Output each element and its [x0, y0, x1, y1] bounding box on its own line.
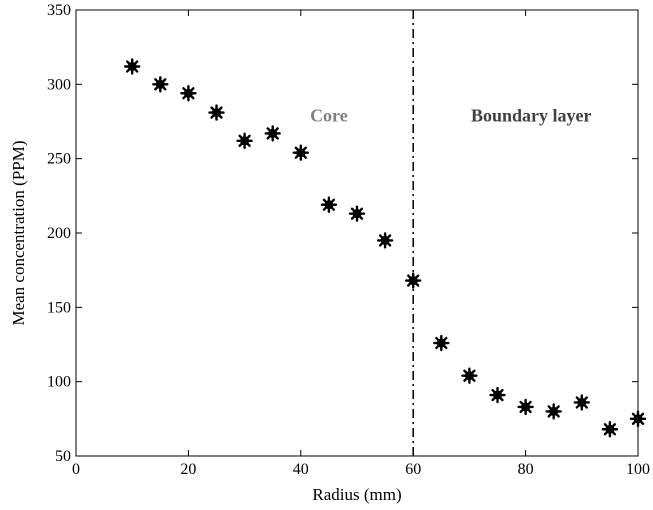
- data-point: [405, 272, 422, 289]
- boundary-layer-region-label: Boundary layer: [471, 106, 592, 126]
- x-tick-label: 100: [626, 461, 650, 478]
- data-point: [629, 410, 647, 428]
- x-axis-title: Radius (mm): [312, 485, 401, 504]
- x-tick-label: 0: [72, 461, 80, 478]
- data-point: [376, 232, 394, 249]
- y-tick-label: 150: [47, 299, 71, 316]
- data-point: [264, 125, 281, 142]
- data-point: [208, 104, 225, 121]
- y-axis-title: Mean concentration (PPM): [9, 140, 28, 325]
- y-tick-label: 200: [47, 225, 71, 242]
- data-point: [517, 398, 534, 416]
- data-point: [601, 421, 619, 438]
- core-region-label: Core: [310, 106, 348, 126]
- y-tick-label: 100: [47, 374, 71, 391]
- x-tick-labels: 0 20 40 60 80 100: [72, 461, 650, 478]
- data-point: [236, 132, 253, 150]
- data-point: [320, 196, 338, 213]
- y-tick-label: 50: [55, 448, 71, 465]
- x-tick-label: 60: [405, 461, 421, 478]
- y-tick-label: 300: [47, 76, 71, 93]
- data-point: [180, 85, 197, 102]
- y-tick-label: 250: [47, 151, 71, 168]
- data-point: [433, 334, 450, 352]
- data-points: [123, 58, 647, 438]
- x-tick-label: 40: [293, 461, 309, 478]
- plot-area: [75, 9, 639, 457]
- data-point: [292, 144, 309, 161]
- data-point: [461, 367, 478, 384]
- x-tick-label: 20: [180, 461, 196, 478]
- y-tick-labels: 50 100 150 200 250 300 350: [47, 2, 71, 465]
- data-point: [489, 386, 506, 404]
- data-point: [545, 403, 562, 420]
- x-tick-label: 80: [518, 461, 534, 478]
- y-tick-label: 350: [47, 2, 71, 19]
- data-point: [348, 205, 366, 222]
- data-point: [573, 394, 590, 411]
- data-point: [123, 58, 141, 75]
- data-point: [152, 76, 169, 93]
